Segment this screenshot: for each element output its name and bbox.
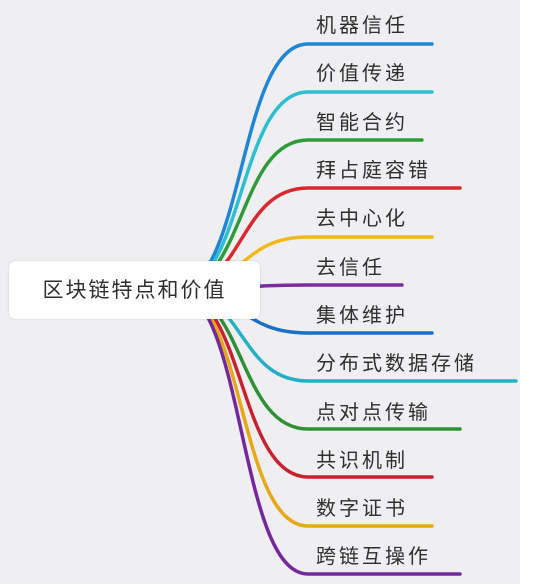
branch-label-consensus[interactable]: 共识机制 (316, 448, 408, 472)
branch-label-smart-contract[interactable]: 智能合约 (316, 110, 408, 134)
branch-label-trustless[interactable]: 去信任 (316, 255, 385, 279)
branch-label-distributed-storage[interactable]: 分布式数据存储 (316, 351, 477, 375)
root-node-label: 区块链特点和价值 (42, 278, 227, 302)
branch-label-value-transfer[interactable]: 价值传递 (316, 61, 408, 85)
branch-label-decentralization[interactable]: 去中心化 (316, 206, 408, 230)
branch-label-p2p-transmission[interactable]: 点对点传输 (316, 400, 431, 424)
branch-label-collective-maintenance[interactable]: 集体维护 (316, 303, 408, 327)
branch-label-byzantine-fault[interactable]: 拜占庭容错 (316, 158, 431, 182)
root-node[interactable]: 区块链特点和价值 (9, 261, 260, 319)
branch-label-digital-certificate[interactable]: 数字证书 (316, 496, 408, 520)
branch-label-machine-trust[interactable]: 机器信任 (316, 13, 408, 37)
branch-label-cross-chain[interactable]: 跨链互操作 (316, 544, 431, 568)
